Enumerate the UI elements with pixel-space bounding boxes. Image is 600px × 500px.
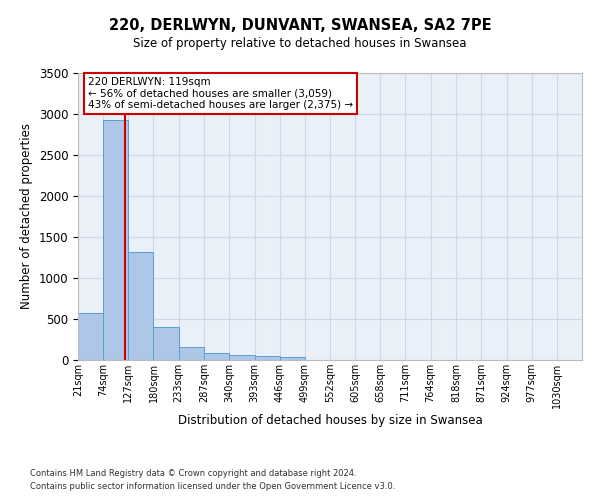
Text: Contains public sector information licensed under the Open Government Licence v3: Contains public sector information licen… (30, 482, 395, 491)
Bar (254, 356, 280, 360)
Bar (128, 252, 154, 360)
Bar (78, 313, 103, 360)
Bar (280, 356, 305, 360)
Bar (204, 354, 229, 360)
Bar (179, 348, 204, 360)
Text: Contains HM Land Registry data © Crown copyright and database right 2024.: Contains HM Land Registry data © Crown c… (30, 468, 356, 477)
Text: 220 DERLWYN: 119sqm
← 56% of detached houses are smaller (3,059)
43% of semi-det: 220 DERLWYN: 119sqm ← 56% of detached ho… (88, 77, 353, 110)
Text: 220, DERLWYN, DUNVANT, SWANSEA, SA2 7PE: 220, DERLWYN, DUNVANT, SWANSEA, SA2 7PE (109, 18, 491, 32)
Bar (103, 120, 128, 360)
Bar (154, 327, 179, 360)
X-axis label: Distribution of detached houses by size in Swansea: Distribution of detached houses by size … (178, 414, 482, 426)
Y-axis label: Number of detached properties: Number of detached properties (20, 123, 33, 309)
Bar (229, 356, 254, 360)
Text: Size of property relative to detached houses in Swansea: Size of property relative to detached ho… (133, 38, 467, 51)
